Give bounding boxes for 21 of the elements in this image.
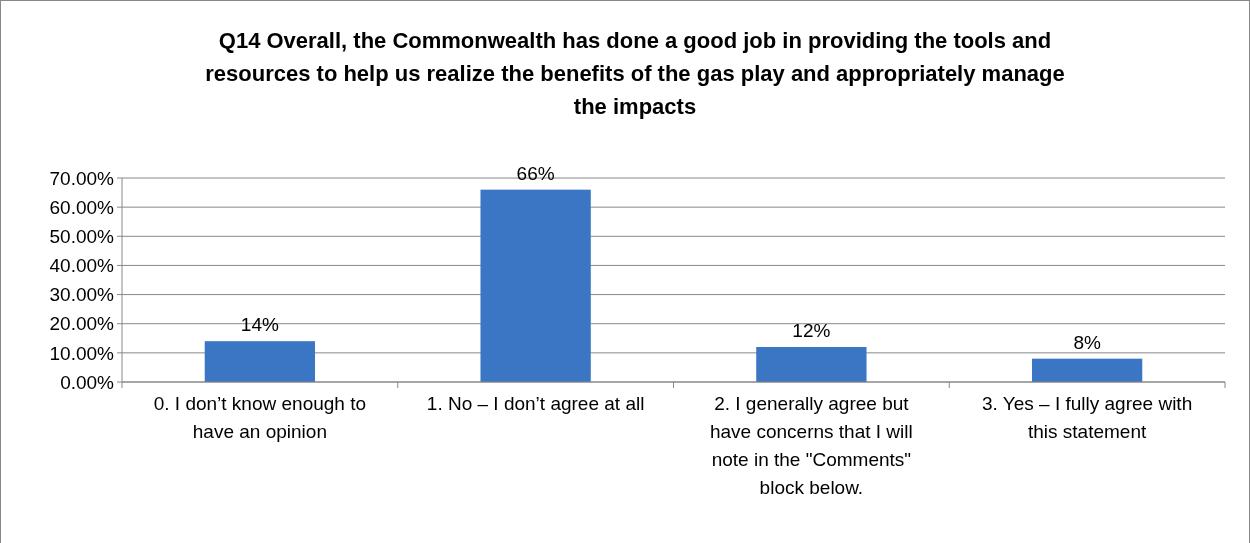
data-label: 12% <box>792 320 831 342</box>
y-tick-label: 50.00% <box>49 225 115 247</box>
x-tick-label: 2. I generally agree but have concerns that I will note in the "Comments" block below. <box>709 393 913 498</box>
y-tick-label: 30.00% <box>49 284 115 306</box>
y-tick-label: 60.00% <box>49 196 115 218</box>
bar <box>480 189 591 382</box>
y-tick-label: 10.00% <box>49 342 115 364</box>
y-tick-label: 0.00% <box>60 371 115 393</box>
data-label: 66% <box>516 162 555 184</box>
bar <box>1031 358 1143 382</box>
data-label: 14% <box>240 314 279 336</box>
data-label: 8% <box>1073 331 1101 353</box>
y-tick-label: 70.00% <box>49 167 115 189</box>
bar <box>204 341 316 382</box>
y-tick-label: 40.00% <box>49 255 115 277</box>
x-tick-label: 1. No – I don’t agree at all <box>426 393 645 414</box>
x-tick-label: 0. I don’t know enough to have an opinion <box>153 393 367 442</box>
x-tick-label: 3. Yes – I fully agree with this statement <box>982 393 1193 442</box>
y-tick-label: 20.00% <box>49 313 115 335</box>
bar <box>756 347 867 382</box>
chart-title: Q14 Overall, the Commonwealth has done a good job in providing the tools and resources to help us realize the benefits of the gas play and appropriately manage the impacts <box>205 28 1065 119</box>
